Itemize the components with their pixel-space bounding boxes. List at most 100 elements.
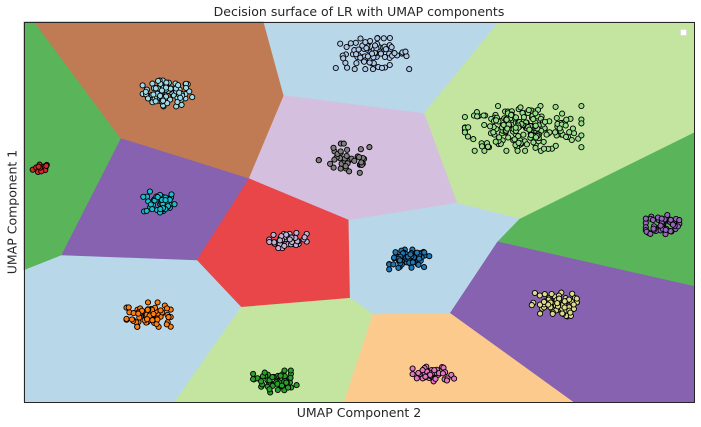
data-point [330, 164, 337, 171]
data-point [369, 66, 377, 73]
data-point [149, 317, 156, 324]
data-point [532, 122, 539, 129]
data-point [676, 217, 683, 224]
data-points [29, 34, 683, 396]
data-point [465, 124, 472, 131]
cluster-blue [386, 246, 433, 273]
data-point [421, 249, 428, 256]
data-point [667, 216, 674, 223]
data-point [374, 35, 381, 42]
data-point [416, 255, 423, 262]
data-point [422, 373, 429, 380]
data-point [366, 144, 373, 151]
data-point [505, 134, 512, 141]
data-point [315, 157, 322, 164]
data-point [377, 50, 384, 57]
legend-box [680, 29, 687, 36]
data-point [266, 238, 273, 246]
data-point [352, 39, 359, 46]
data-point [578, 120, 585, 127]
data-point [531, 289, 538, 297]
data-point [378, 64, 386, 71]
data-point [461, 113, 468, 121]
data-point [140, 193, 147, 200]
data-point [536, 301, 544, 308]
data-point [285, 384, 292, 391]
data-point [331, 156, 338, 163]
data-point [286, 236, 293, 243]
data-point [134, 323, 141, 330]
data-point [357, 146, 364, 153]
data-point [578, 132, 585, 139]
data-point [35, 163, 42, 170]
data-point [559, 310, 566, 317]
data-point [494, 102, 502, 110]
data-point [419, 367, 426, 374]
data-point [552, 142, 559, 149]
data-point [266, 386, 273, 393]
cluster-light-purple [266, 229, 310, 252]
data-point [128, 316, 135, 323]
data-point [123, 315, 130, 322]
cluster-green [250, 367, 300, 396]
data-point [357, 35, 364, 42]
data-point [332, 64, 339, 72]
y-axis-label: UMAP Component 1 [4, 149, 20, 275]
data-point [528, 302, 535, 309]
data-point [175, 82, 182, 89]
data-point [669, 221, 677, 228]
data-point [287, 367, 294, 374]
data-point [451, 375, 458, 382]
data-point [362, 39, 369, 46]
data-point [540, 145, 548, 152]
data-point [426, 253, 433, 260]
data-point [347, 40, 354, 47]
data-point [490, 129, 497, 136]
data-point [474, 113, 481, 120]
data-point [392, 249, 399, 256]
data-point [540, 138, 547, 145]
data-point [355, 46, 362, 53]
data-point [269, 374, 276, 381]
data-point [189, 94, 196, 101]
data-point [152, 85, 159, 92]
data-point [517, 104, 524, 111]
data-point [281, 367, 288, 374]
data-point [380, 35, 387, 42]
data-point [487, 123, 494, 130]
data-point [481, 147, 488, 154]
data-point [515, 139, 522, 146]
data-point [407, 251, 414, 258]
data-point [135, 310, 142, 317]
data-point [522, 147, 529, 154]
data-point [413, 375, 420, 382]
data-point [464, 133, 472, 140]
data-point [569, 290, 576, 297]
data-point [657, 222, 664, 229]
data-point [561, 304, 568, 311]
data-point [346, 168, 353, 175]
data-point [154, 193, 161, 201]
cluster-purple [642, 211, 683, 238]
data-point [413, 249, 421, 256]
data-point [330, 144, 337, 151]
data-point [478, 143, 486, 150]
data-point [402, 48, 409, 55]
data-point [568, 136, 575, 144]
data-point [504, 125, 511, 132]
data-point [144, 306, 151, 313]
data-point [154, 316, 161, 323]
data-point [570, 301, 577, 308]
data-point [146, 188, 153, 195]
chart-title: Decision surface of LR with UMAP compone… [213, 4, 505, 19]
data-point [650, 225, 657, 232]
data-point [503, 116, 510, 123]
data-point [512, 124, 519, 131]
data-point [368, 50, 376, 57]
data-point [155, 77, 162, 84]
data-point [552, 129, 559, 136]
data-point [520, 114, 527, 121]
data-point [481, 121, 488, 129]
data-point [511, 136, 518, 143]
data-point [150, 91, 157, 98]
